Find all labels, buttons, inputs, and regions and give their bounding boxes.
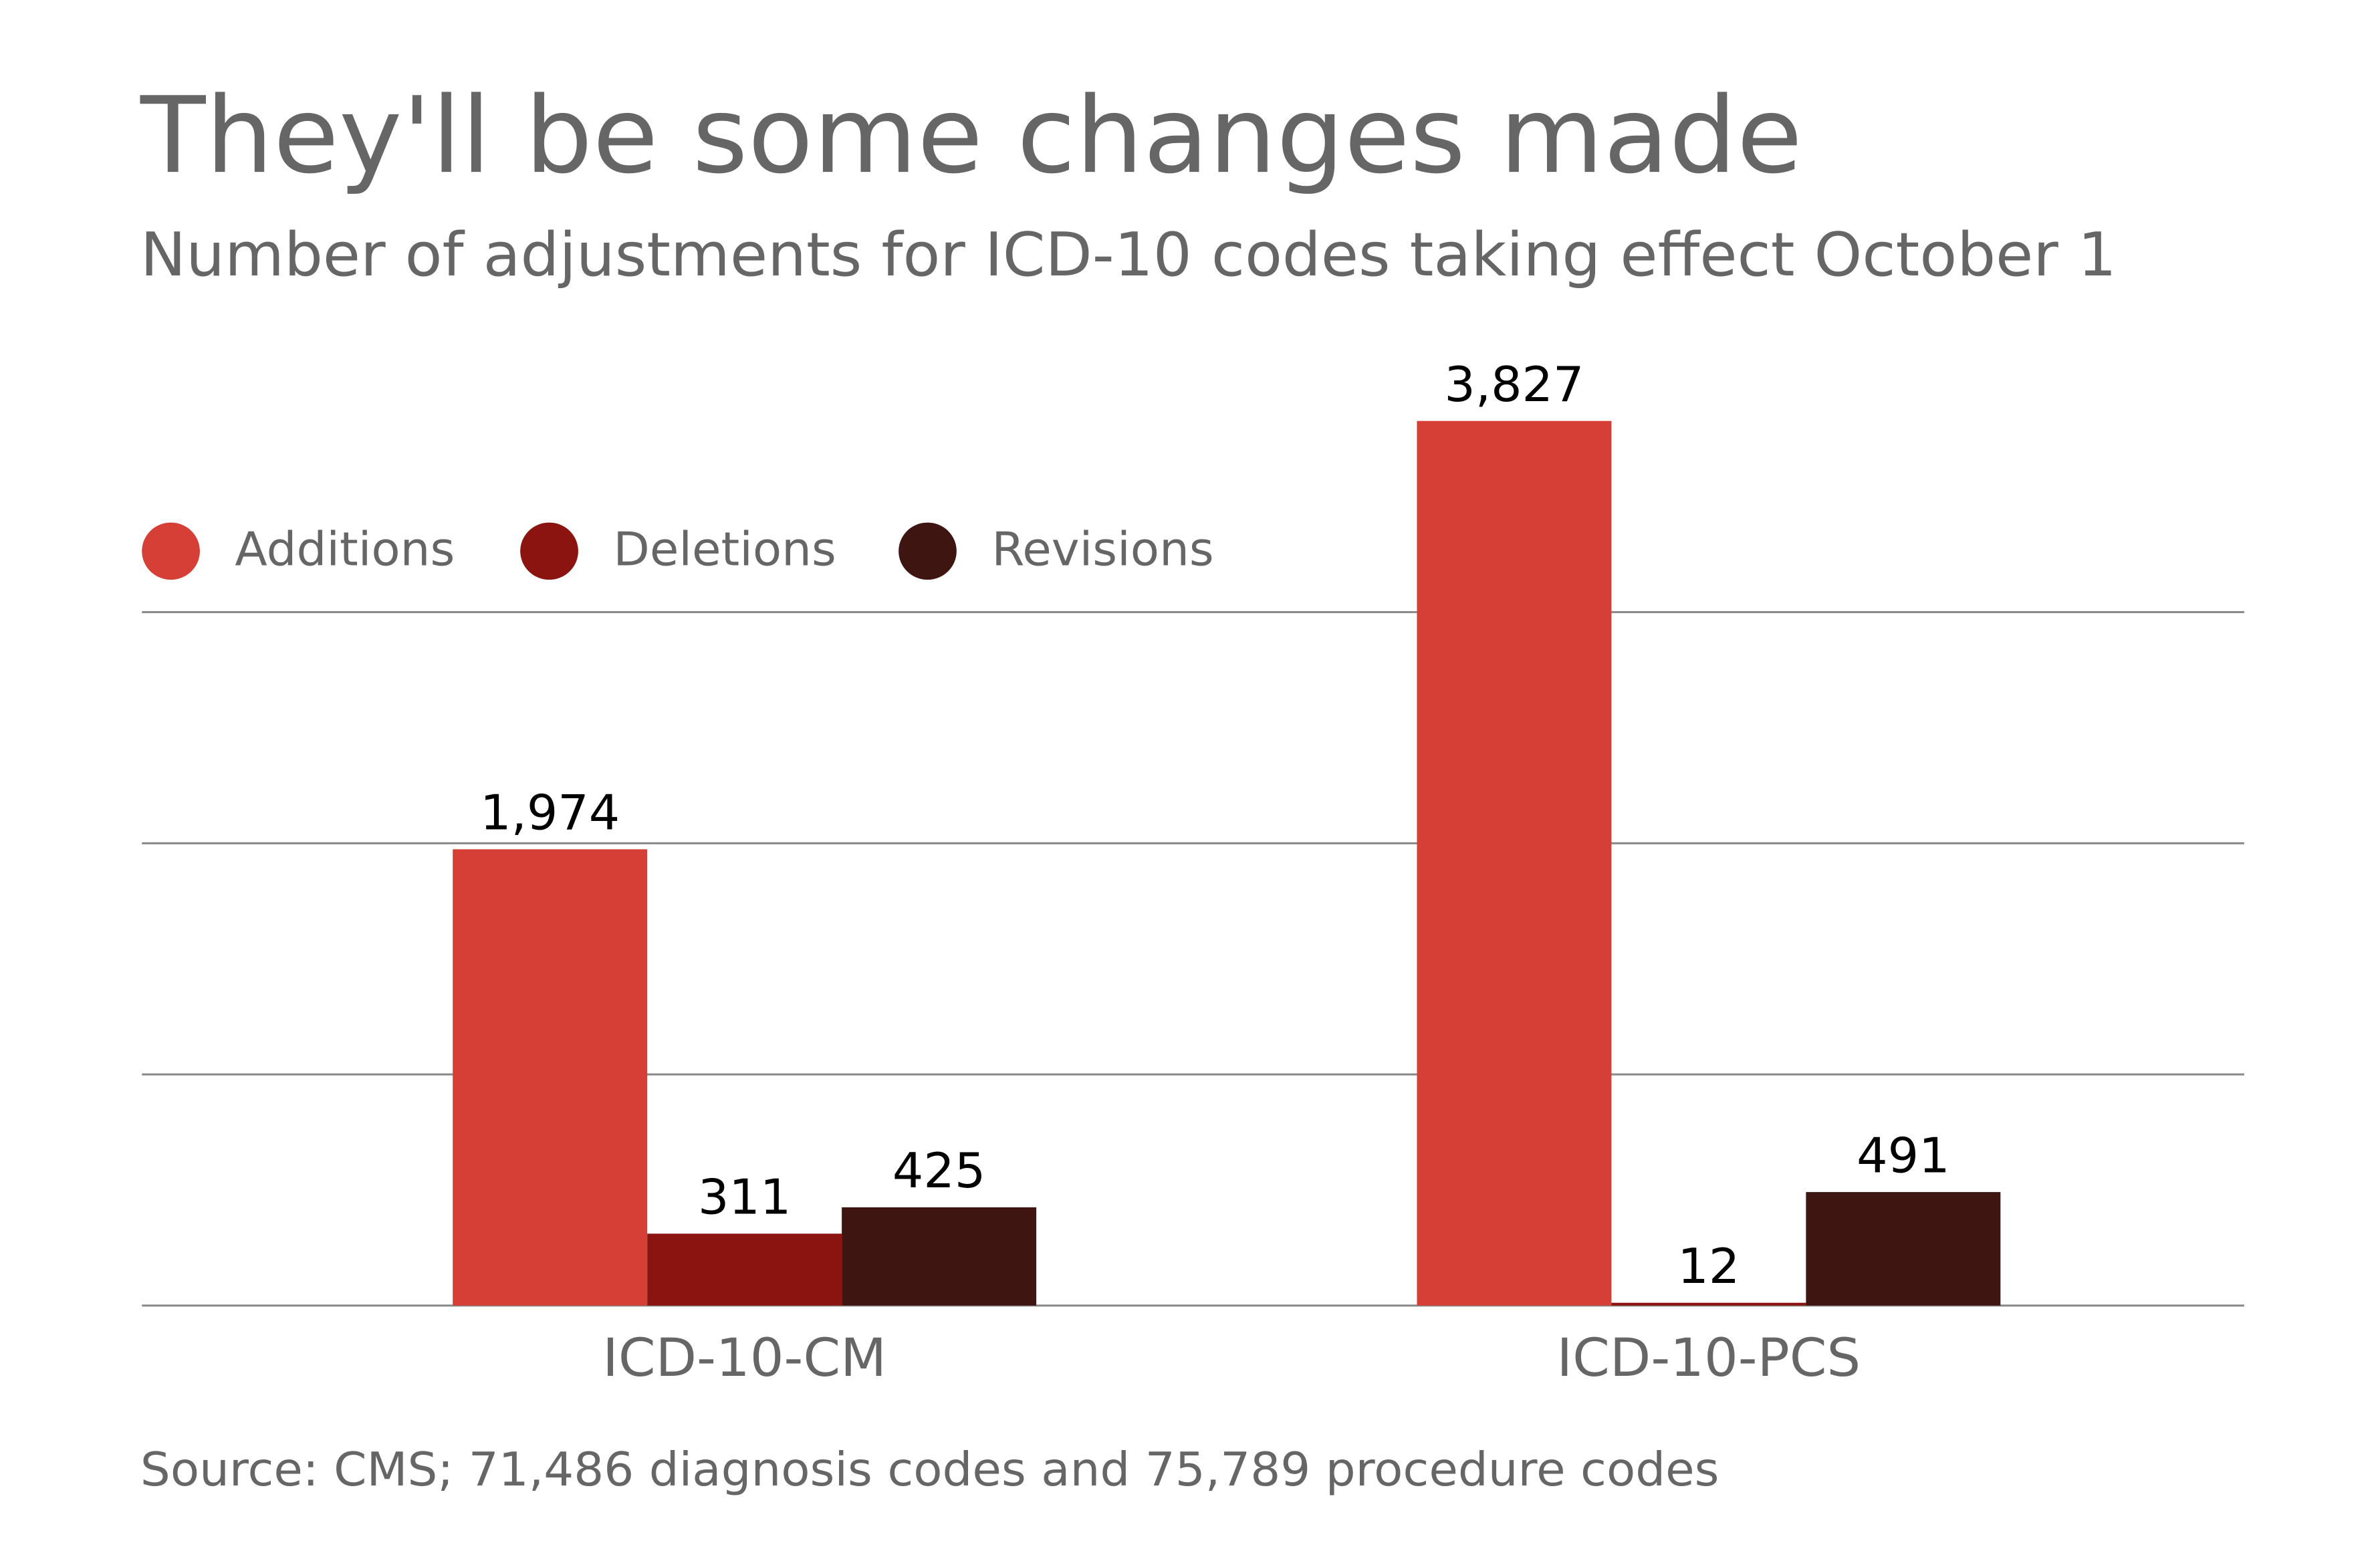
value-label: 3,827	[1444, 357, 1584, 412]
x-tick-label: ICD-10-CM	[602, 1327, 886, 1389]
value-label: 491	[1857, 1128, 1949, 1184]
value-label: 425	[892, 1144, 985, 1199]
bar	[1806, 1192, 2001, 1306]
chart-title: They'll be some changes made	[140, 75, 1802, 197]
x-tick-label: ICD-10-PCS	[1557, 1327, 1861, 1389]
value-label: 311	[698, 1170, 791, 1225]
legend-swatch	[899, 522, 957, 580]
bar	[1611, 1302, 1806, 1306]
legend-label: Revisions	[991, 522, 1213, 576]
value-label: 1,974	[480, 786, 620, 841]
legend-label: Additions	[235, 522, 455, 576]
legend-swatch	[142, 522, 200, 580]
source-note: Source: CMS; 71,486 diagnosis codes and …	[140, 1442, 1719, 1496]
bar	[842, 1207, 1037, 1306]
bar	[647, 1233, 842, 1306]
bar	[453, 849, 648, 1306]
chart-subtitle: Number of adjustments for ICD-10 codes t…	[140, 221, 2117, 290]
bar	[1417, 421, 1612, 1306]
legend-label: Deletions	[613, 522, 836, 576]
legend-swatch	[520, 522, 578, 580]
value-label: 12	[1677, 1239, 1740, 1294]
